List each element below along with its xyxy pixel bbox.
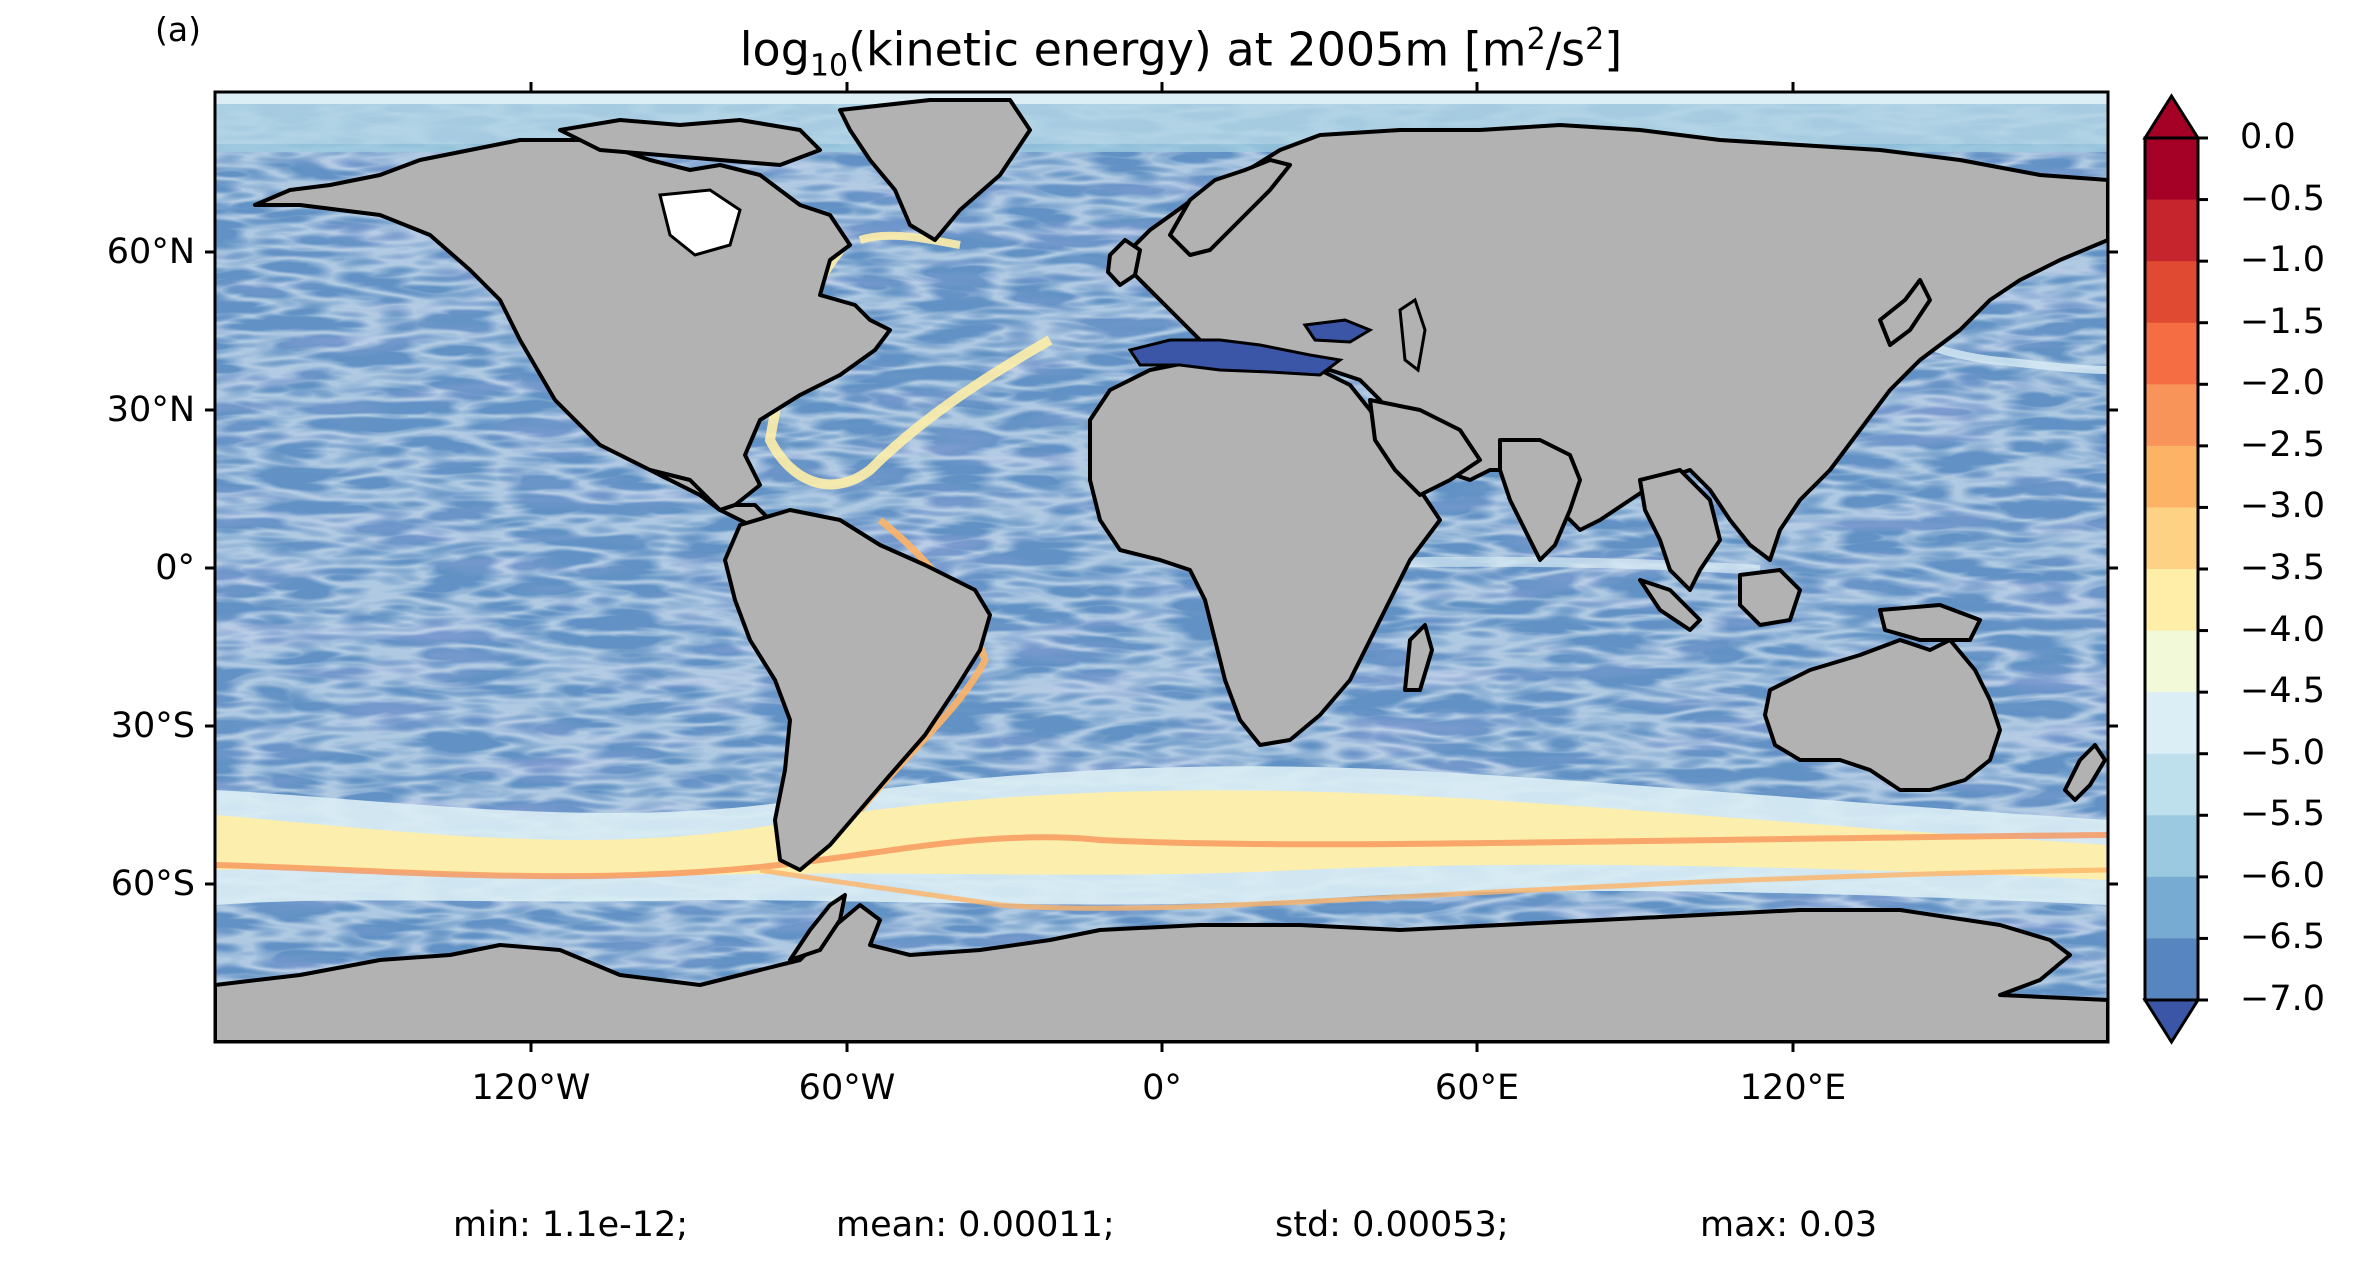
labrador-current: [858, 231, 961, 249]
arctic-islands: [558, 118, 822, 167]
arctic-top-strip: [215, 92, 2108, 104]
colorbar-tick-label: −2.0: [2240, 363, 2325, 404]
lon-label-120e: 120°E: [1739, 1068, 1847, 1108]
colorbar: [2142, 93, 2208, 1045]
colorbar-segment: [2145, 692, 2198, 755]
landmasses: [215, 98, 2108, 1042]
indochina: [1638, 468, 1722, 592]
caspian-sea: [1398, 297, 1427, 373]
lon-label-120w: 120°W: [471, 1068, 591, 1108]
arabia: [1368, 398, 1482, 497]
colorbar-tick-label: −3.0: [2240, 486, 2325, 527]
colorbar-tick-label: −4.5: [2240, 671, 2325, 712]
new-zealand: [2063, 743, 2107, 802]
colorbar-tick-label: −2.5: [2240, 424, 2325, 465]
stat-mean: mean: 0.00011;: [836, 1205, 1115, 1245]
hudson-bay: [658, 188, 742, 257]
colorbar-tick-label: −1.5: [2240, 301, 2325, 342]
colorbar-segment: [2145, 630, 2198, 693]
black-sea: [1302, 318, 1374, 344]
colorbar-segment: [2145, 261, 2198, 324]
colorbar-tick-label: −4.0: [2240, 609, 2325, 650]
south-america: [723, 508, 992, 872]
colorbar-tick-label: 0.0: [2240, 117, 2296, 157]
colorbar-segment: [2145, 569, 2198, 632]
colorbar-tick-label: −7.0: [2240, 979, 2325, 1019]
colorbar-segment: [2145, 507, 2198, 570]
colorbar-tick-label: −1.0: [2240, 240, 2325, 281]
sumatra: [1638, 578, 1702, 632]
lon-ticks: [529, 82, 1795, 1052]
antarctic-peninsula: [788, 893, 847, 962]
lat-label-60s: 60°S: [110, 864, 195, 904]
lon-label-60w: 60°W: [798, 1068, 896, 1108]
colorbar-segment: [2145, 753, 2198, 816]
map-title: log10(kinetic energy) at 2005m [m2/s2]: [739, 22, 1623, 84]
colorbar-tick-label: −3.5: [2240, 548, 2325, 588]
borneo: [1738, 568, 1802, 627]
panel-label: (a): [155, 10, 201, 49]
arctic-shelf: [215, 104, 2108, 144]
lat-label-60n: 60°N: [106, 232, 195, 272]
colorbar-segment: [2145, 876, 2198, 939]
stat-std: std: 0.00053;: [1275, 1205, 1509, 1245]
lat-label-30s: 30°S: [110, 706, 195, 746]
acc-orange-jet-2: [759, 867, 2108, 911]
colorbar-tick-label: −6.0: [2240, 855, 2325, 896]
colorbar-extend-top: [2142, 93, 2201, 140]
australia: [1763, 638, 2002, 792]
scandinavia: [1168, 158, 1292, 257]
colorbar-segment: [2145, 938, 2198, 1001]
colorbar-segment: [2145, 815, 2198, 878]
lat-label-30n: 30°N: [106, 390, 195, 430]
colorbar-tick-label: −5.0: [2240, 732, 2325, 773]
eurasia: [1118, 123, 2108, 562]
greenland: [838, 98, 1032, 242]
mediterranean-sea: [1127, 338, 1344, 377]
antarctica: [215, 903, 2108, 1042]
india: [1498, 438, 1582, 562]
acc-orange-jet: [215, 832, 2108, 880]
japan: [1878, 278, 1932, 347]
colorbar-segment: [2145, 445, 2198, 508]
colorbar-tick-label: −0.5: [2240, 178, 2325, 219]
colorbar-segment: [2145, 384, 2198, 447]
madagascar: [1403, 623, 1434, 692]
stat-max: max: 0.03: [1700, 1205, 1878, 1245]
colorbar-segment: [2145, 138, 2198, 201]
stat-min: min: 1.1e-12;: [453, 1205, 689, 1245]
lon-label-60e: 60°E: [1434, 1068, 1520, 1108]
lat-ticks: [205, 250, 2118, 886]
lat-label-0: 0°: [155, 548, 195, 588]
acc-yellow-core: [215, 790, 2108, 880]
colorbar-extend-bottom: [2142, 998, 2201, 1045]
colorbar-tick-label: −5.5: [2240, 794, 2325, 835]
colorbar-tick-label: −6.5: [2240, 917, 2325, 958]
colorbar-segment: [2145, 322, 2198, 385]
colorbar-segment: [2145, 199, 2198, 262]
british-isles: [1106, 238, 1142, 287]
lon-label-0: 0°: [1142, 1068, 1182, 1108]
new-guinea: [1878, 603, 1982, 642]
